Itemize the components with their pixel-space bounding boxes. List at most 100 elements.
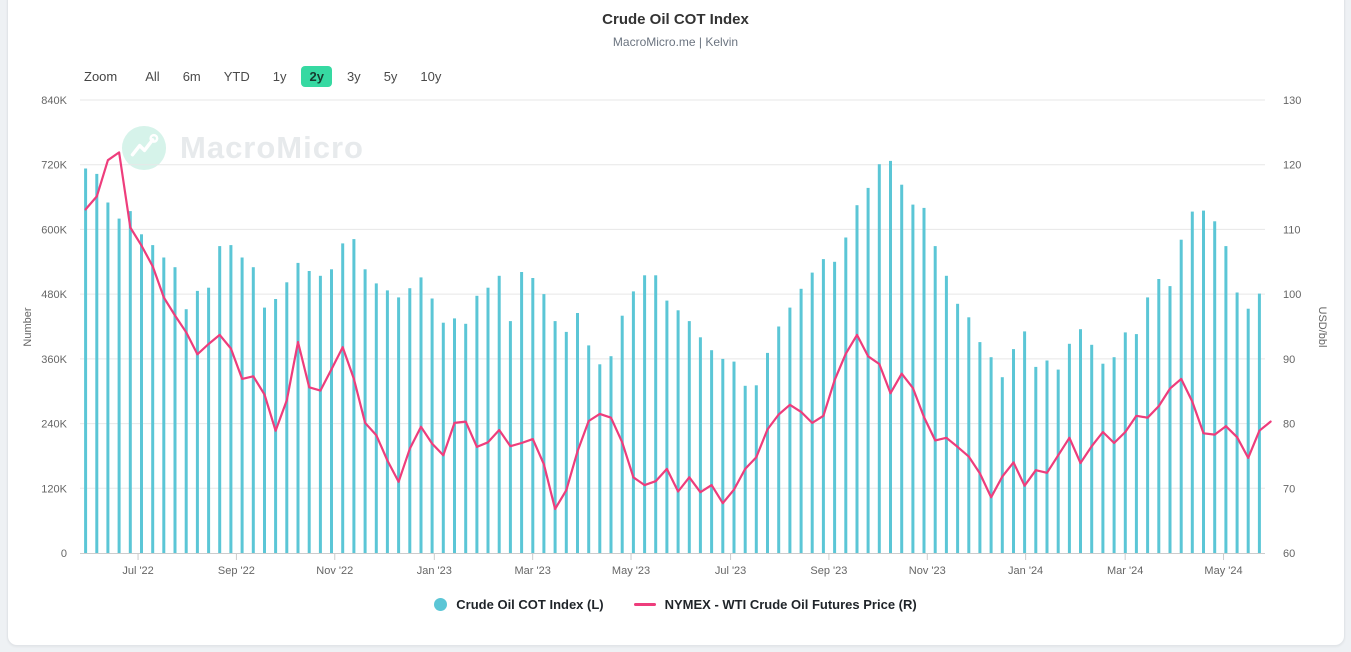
cot-index-bar	[1101, 363, 1105, 553]
cot-index-bar	[877, 164, 881, 553]
left-axis-tick-label: 0	[61, 548, 67, 560]
x-axis-label: Nov '22	[316, 565, 353, 577]
cot-index-bar	[408, 288, 412, 553]
cot-index-bar	[1034, 366, 1038, 553]
cot-index-bar	[978, 342, 982, 553]
cot-index-bar	[799, 288, 803, 554]
cot-index-bar	[162, 257, 166, 553]
range-button-10y[interactable]: 10y	[420, 69, 442, 84]
cot-index-bar	[1079, 329, 1082, 553]
range-button-1y[interactable]: 1y	[272, 69, 287, 84]
watermark-brand-text: MacroMicro	[180, 130, 364, 165]
cot-index-bar	[1067, 343, 1071, 553]
cot-index-bar	[1023, 331, 1027, 553]
cot-index-bar	[520, 272, 524, 553]
cot-index-bar	[140, 234, 143, 554]
cot-index-bar	[385, 290, 389, 553]
cot-index-bar	[363, 269, 367, 553]
cot-index-bar	[553, 321, 557, 553]
left-axis-tick-label: 360K	[41, 354, 67, 366]
right-axis-tick-label: 120	[1283, 160, 1301, 172]
cot-index-bar	[788, 307, 792, 553]
cot-index-bar	[1190, 211, 1194, 553]
cot-index-bar	[240, 257, 244, 553]
legend-line-marker	[633, 603, 656, 606]
cot-index-bar	[263, 307, 266, 553]
cot-index-bar	[1202, 210, 1205, 553]
cot-index-bar	[911, 204, 915, 553]
chart-subtitle: MacroMicro.me | Kelvin	[612, 35, 739, 49]
wti-price-line	[84, 151, 1272, 511]
cot-index-bar	[889, 160, 892, 553]
legend-item-wti-price[interactable]: NYMEX - WTI Crude Oil Futures Price (R)	[633, 597, 917, 612]
range-button-all[interactable]: All	[145, 69, 160, 84]
cot-index-bar	[944, 275, 948, 553]
cot-index-bar	[352, 239, 356, 553]
range-toolbar: Zoom All 6m YTD 1y 2y 3y 5y 10y	[84, 66, 456, 87]
cot-index-bar	[173, 267, 177, 553]
cot-index-bar	[933, 246, 937, 553]
cot-index-bar	[531, 278, 535, 553]
cot-index-bar	[486, 287, 490, 553]
cot-index-bar	[676, 310, 680, 553]
cot-index-bar	[732, 361, 736, 553]
cot-index-bar	[967, 317, 971, 553]
cot-index-bar	[117, 218, 121, 553]
cot-index-bar	[609, 356, 613, 553]
range-button-5y[interactable]: 5y	[383, 69, 398, 84]
x-axis-label: Jul '23	[715, 565, 746, 577]
cot-index-bar	[464, 323, 468, 553]
cot-index-bar	[251, 267, 255, 553]
cot-index-bar	[195, 290, 199, 553]
cot-index-bar	[777, 326, 781, 553]
cot-index-bar	[687, 321, 691, 553]
range-button-2y[interactable]: 2y	[301, 66, 332, 87]
cot-index-bar	[106, 202, 110, 553]
cot-index-bar	[218, 246, 222, 553]
cot-index-bar	[576, 313, 579, 553]
cot-index-bar	[475, 295, 479, 553]
cot-index-bar	[285, 282, 289, 553]
cot-index-bar	[1045, 360, 1049, 553]
cot-index-bar	[821, 259, 825, 553]
cot-index-bar	[1168, 286, 1172, 553]
cot-index-bar	[430, 298, 434, 553]
cot-index-bar	[307, 271, 311, 553]
cot-index-bar	[1246, 308, 1250, 553]
cot-index-bar	[1235, 292, 1239, 553]
x-axis-label: Jan '23	[417, 565, 452, 577]
x-axis-label: Sep '23	[810, 565, 847, 577]
right-axis-tick-label: 100	[1283, 289, 1301, 301]
cot-index-bar	[866, 187, 870, 553]
cot-index-bar	[1179, 239, 1183, 553]
right-axis-tick-label: 110	[1283, 224, 1301, 236]
cot-index-bar	[397, 297, 401, 553]
legend-circle-marker	[434, 598, 448, 611]
cot-index-bar	[620, 315, 624, 553]
cot-index-bar	[497, 275, 501, 553]
range-button-ytd[interactable]: YTD	[223, 69, 250, 84]
left-axis-tick-label: 720K	[41, 160, 67, 172]
x-axis-label: Jan '24	[1008, 565, 1043, 577]
x-axis-label: May '23	[612, 565, 650, 577]
cot-index-bar	[1257, 293, 1261, 553]
right-axis-tick-label: 130	[1283, 95, 1301, 107]
chart-header: Crude Oil COT Index MacroMicro.me | Kelv…	[0, 11, 1351, 49]
legend-item-cot-index[interactable]: Crude Oil COT Index (L)	[434, 597, 604, 612]
x-axis-label: Sep '22	[218, 565, 255, 577]
cot-index-bar	[956, 303, 960, 553]
cot-index-bar	[229, 245, 233, 553]
cot-index-bar	[1157, 279, 1161, 553]
range-button-3y[interactable]: 3y	[346, 69, 361, 84]
cot-index-bar	[1123, 332, 1127, 553]
cot-index-bar	[95, 173, 99, 553]
right-axis-tick-label: 80	[1283, 419, 1295, 431]
right-axis-tick-label: 70	[1283, 483, 1295, 495]
cot-index-bar	[922, 207, 926, 553]
left-axis-tick-label: 840K	[41, 95, 67, 107]
cot-index-bar	[710, 350, 714, 553]
legend-label: Crude Oil COT Index (L)	[456, 597, 604, 612]
range-button-6m[interactable]: 6m	[182, 69, 201, 84]
left-axis-tick-label: 480K	[41, 289, 67, 301]
